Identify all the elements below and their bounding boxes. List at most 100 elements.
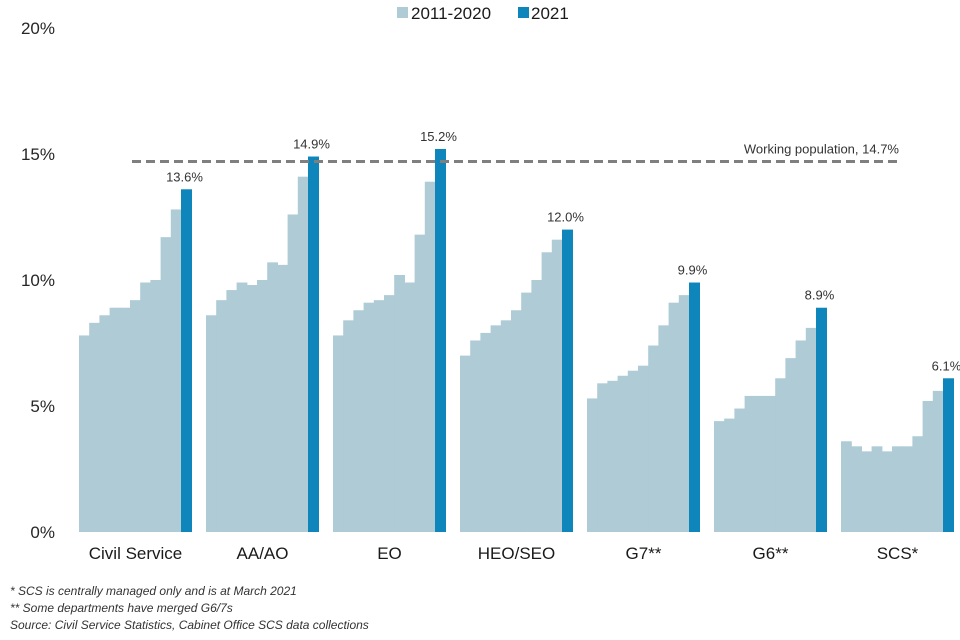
x-axis: Civil Service AA/AO EO HEO/SEO G7** G6** SCS* (89, 544, 919, 563)
bar-2011-2020-2012 (470, 340, 481, 532)
bar-2011-2020-2017 (394, 274, 405, 532)
bar-2011-2020-2020 (805, 327, 817, 532)
bar-2011-2020-2018 (277, 264, 289, 532)
bar-2011-2020-2020 (551, 239, 563, 532)
category-label: G7** (626, 544, 662, 563)
bar-2011-2020-2017 (648, 345, 659, 532)
bar-2011-2020-2015 (119, 307, 131, 532)
bar-2011-2020-2014 (109, 307, 121, 532)
bar-2011-2020-2016 (257, 280, 268, 532)
bar-2011-2020-2011 (460, 355, 471, 532)
bar-2011-2020-2015 (881, 451, 893, 532)
bar-2011-2020-2017 (267, 262, 278, 532)
bar-2011-2020-2011 (587, 398, 598, 532)
bar-2011-2020-2017 (775, 378, 786, 532)
bar-2011-2020-2018 (912, 436, 924, 532)
bar-2011-2020-2015 (246, 285, 258, 532)
bar-2011-2020-2013 (480, 332, 492, 532)
bar-2011-2020-2013 (607, 380, 619, 532)
bar-2011-2020-2015 (373, 300, 385, 532)
bar-2011-2020-2012 (851, 446, 862, 532)
y-axis: 0% 5% 10% 15% 20% (21, 19, 55, 542)
bar-2011-2020-2012 (89, 322, 100, 532)
chart: 2011-2020 2021 0% 5% 10% 15% 20% Working pop… (21, 4, 960, 563)
data-labels: 13.6% 14.9% 15.2% 12.0% 9.9% 8.9% 6.1% (166, 129, 960, 373)
bar-2011-2020-2013 (861, 451, 873, 532)
bar-2011-2020-2014 (617, 375, 629, 532)
bar-2021 (181, 189, 192, 532)
category-label: Civil Service (89, 544, 183, 563)
bar-2011-2020-2011 (333, 335, 344, 532)
data-label-2021: 15.2% (420, 129, 457, 144)
legend: 2011-2020 2021 (397, 4, 569, 23)
category-label: HEO/SEO (478, 544, 555, 563)
bar-2011-2020-2018 (150, 280, 162, 532)
bar-2011-2020-2014 (363, 302, 375, 532)
bar-2011-2020-2017 (521, 292, 532, 532)
data-label-2021: 13.6% (166, 169, 203, 184)
bar-2011-2020-2014 (236, 282, 248, 532)
data-label-2021: 8.9% (805, 288, 835, 303)
y-tick-label: 10% (21, 271, 55, 290)
footnote-scs: * SCS is centrally managed only and is a… (10, 584, 297, 598)
bar-2011-2020-2016 (511, 310, 522, 532)
bar-2011-2020-2019 (160, 237, 172, 532)
bar-2011-2020-2012 (724, 418, 735, 532)
bar-2011-2020-2012 (343, 320, 354, 532)
bar-2011-2020-2019 (668, 302, 680, 532)
bar-2021 (308, 156, 319, 532)
category-label: EO (377, 544, 402, 563)
bar-2011-2020-2018 (785, 358, 797, 532)
category-label: SCS* (877, 544, 919, 563)
bar-2011-2020-2014 (744, 395, 756, 532)
bar-2011-2020-2013 (353, 310, 365, 532)
bar-2011-2020-2011 (206, 315, 217, 532)
bar-2011-2020-2020 (932, 390, 944, 532)
bars (79, 148, 954, 533)
bar-2011-2020-2018 (404, 282, 416, 532)
bar-2011-2020-2020 (297, 176, 309, 532)
bar-2011-2020-2013 (734, 408, 746, 532)
bar-2011-2020-2016 (765, 395, 776, 532)
data-label-2021: 9.9% (678, 263, 708, 278)
bar-2021 (943, 378, 954, 532)
bar-2011-2020-2012 (216, 300, 227, 532)
bar-2011-2020-2016 (384, 295, 395, 532)
bar-2011-2020-2011 (841, 441, 852, 532)
bar-2011-2020-2020 (170, 209, 182, 532)
bar-2011-2020-2019 (414, 234, 426, 532)
y-tick-label: 5% (30, 397, 55, 416)
legend-swatch-2021 (518, 7, 529, 18)
bar-2011-2020-2016 (892, 446, 903, 532)
bar-2021 (562, 229, 573, 532)
data-label-2021: 12.0% (547, 210, 584, 225)
working-population-label: Working population, 14.7% (744, 142, 900, 157)
y-tick-label: 15% (21, 145, 55, 164)
footnote-g6-g7: ** Some departments have merged G6/7s (10, 601, 233, 615)
bar-2011-2020-2016 (130, 300, 141, 532)
bar-2011-2020-2017 (140, 282, 151, 532)
bar-2011-2020-2015 (500, 320, 512, 532)
bar-2011-2020-2013 (226, 290, 238, 532)
bar-2011-2020-2020 (678, 295, 690, 532)
bar-2011-2020-2011 (714, 421, 725, 532)
bar-2011-2020-2012 (597, 383, 608, 532)
bar-2011-2020-2019 (795, 340, 807, 532)
bar-2011-2020-2020 (424, 181, 436, 532)
bar-2011-2020-2014 (871, 446, 883, 532)
data-label-2021: 6.1% (932, 358, 960, 373)
legend-swatch-2011-2020 (397, 7, 408, 18)
bar-2011-2020-2019 (541, 252, 553, 532)
bar-2011-2020-2019 (922, 400, 934, 532)
legend-label-2011-2020: 2011-2020 (411, 4, 491, 23)
bar-2011-2020-2017 (902, 446, 913, 532)
bar-2021 (435, 148, 446, 532)
bar-2011-2020-2015 (754, 395, 766, 532)
bar-2011-2020-2016 (638, 365, 649, 532)
legend-label-2021: 2021 (531, 4, 569, 23)
y-tick-label: 0% (30, 523, 55, 542)
y-tick-label: 20% (21, 19, 55, 38)
bar-2011-2020-2013 (99, 315, 111, 532)
bar-2021 (689, 282, 700, 532)
footnotes: * SCS is centrally managed only and is a… (10, 583, 369, 634)
